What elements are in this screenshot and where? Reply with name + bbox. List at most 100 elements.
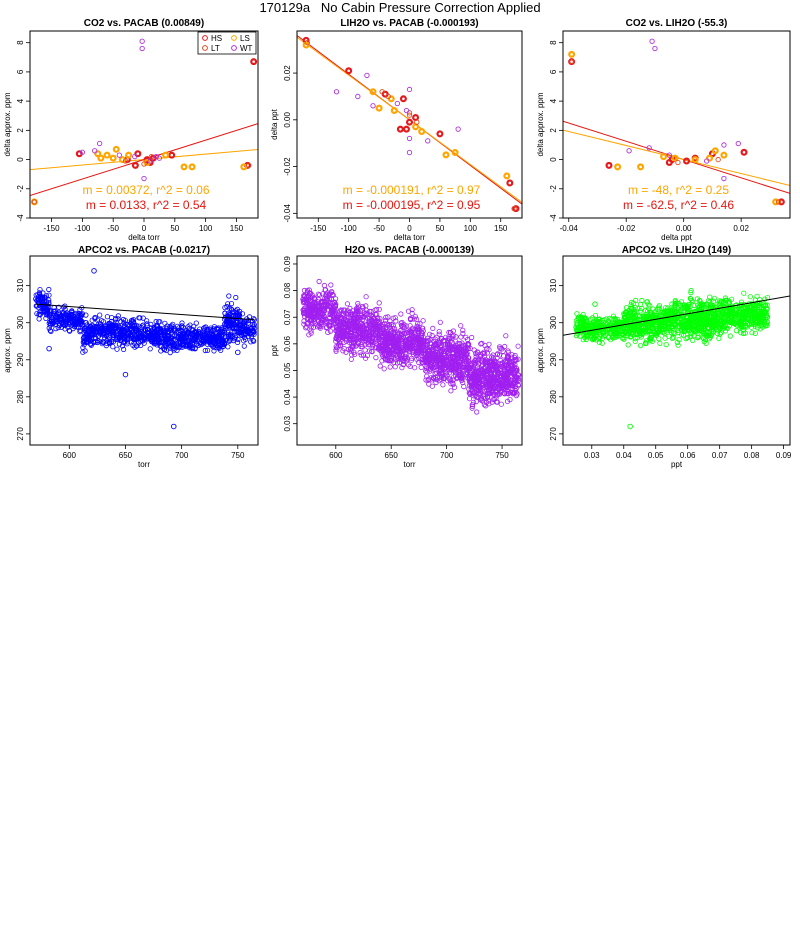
data-point (140, 333, 146, 339)
y-tick-label: 280 (16, 390, 25, 404)
data-point-hs (250, 58, 258, 66)
fit-annotation: m = -0.000195, r^2 = 0.95 (343, 198, 481, 212)
data-point (621, 311, 627, 317)
data-point (92, 324, 98, 330)
y-tick-label: 6 (549, 69, 558, 74)
data-point (306, 332, 312, 338)
data-point (474, 349, 480, 355)
data-point (347, 335, 353, 342)
data-point (411, 316, 417, 322)
data-point (607, 315, 613, 321)
data-point (458, 334, 464, 340)
data-point (382, 317, 389, 324)
data-point (445, 364, 451, 370)
data-point (454, 374, 460, 381)
data-point (449, 367, 455, 373)
data-point (648, 310, 655, 316)
data-point (423, 377, 429, 383)
data-point (459, 376, 465, 382)
data-point (447, 329, 453, 336)
data-point (84, 339, 90, 345)
data-point (625, 313, 631, 319)
data-point (81, 335, 87, 341)
data-point (352, 351, 358, 358)
data-point-wt (704, 158, 710, 164)
data-point (143, 327, 149, 334)
data-point (596, 328, 602, 334)
data-point (137, 334, 143, 340)
data-point-lt (122, 158, 129, 164)
x-tick-label: -50 (373, 224, 385, 233)
legend-marker-wt (231, 45, 237, 51)
data-point (505, 390, 511, 396)
data-point (245, 334, 252, 340)
data-point-ls (118, 156, 126, 164)
data-point-ls (660, 153, 668, 161)
data-point (376, 300, 382, 306)
data-point (104, 323, 110, 329)
data-point (187, 345, 193, 351)
data-point (42, 310, 48, 316)
data-point (476, 356, 482, 363)
data-point (226, 293, 232, 299)
data-point-wt (406, 86, 413, 93)
data-point (682, 317, 688, 323)
data-point (510, 362, 516, 369)
data-point (109, 336, 115, 342)
data-point (634, 334, 640, 341)
data-point (237, 330, 243, 336)
data-point (77, 312, 83, 318)
data-point-wt (92, 148, 98, 154)
data-point (167, 344, 173, 350)
data-point (484, 346, 490, 352)
x-tick-label: -100 (74, 224, 91, 233)
data-point (103, 332, 110, 338)
data-point-ls (180, 163, 188, 171)
data-point-ls (671, 154, 679, 162)
data-point-wt (333, 89, 340, 95)
data-point-wt (649, 38, 655, 44)
data-point (455, 364, 461, 370)
data-point-wt (364, 72, 370, 79)
data-point (658, 327, 664, 333)
data-point (473, 381, 479, 387)
data-point (358, 352, 364, 358)
data-point (673, 300, 679, 306)
data-point (336, 340, 343, 346)
data-point (513, 365, 520, 371)
data-point (451, 374, 457, 380)
data-point (709, 321, 715, 327)
data-point (430, 325, 436, 332)
data-point (622, 314, 628, 320)
data-point-ls (614, 163, 622, 171)
data-point (343, 317, 349, 323)
data-point (158, 329, 164, 335)
data-point (249, 322, 255, 328)
data-point (86, 335, 92, 341)
data-point (225, 301, 231, 307)
data-point (703, 301, 709, 307)
data-point (439, 363, 445, 370)
data-point (307, 326, 313, 332)
data-point (438, 370, 444, 376)
data-point (670, 325, 676, 331)
data-point (318, 302, 324, 308)
data-point (193, 320, 199, 326)
data-point (96, 320, 102, 326)
data-point (463, 351, 469, 357)
data-point (321, 298, 327, 305)
data-point (678, 299, 684, 305)
data-point-ls (568, 50, 576, 58)
data-point (403, 358, 409, 364)
chart-p3: CO2 vs. LIH2O (-55.3)-0.04 -0.02 0.00 0.02-… (536, 18, 791, 242)
data-point (46, 292, 52, 298)
data-point (72, 321, 78, 328)
data-point (424, 357, 430, 363)
data-point (321, 282, 328, 289)
legend-marker-hs (202, 35, 208, 41)
data-point (577, 316, 583, 322)
data-point (97, 339, 103, 345)
data-point (353, 312, 359, 318)
data-point (477, 387, 483, 393)
data-point (423, 342, 429, 349)
